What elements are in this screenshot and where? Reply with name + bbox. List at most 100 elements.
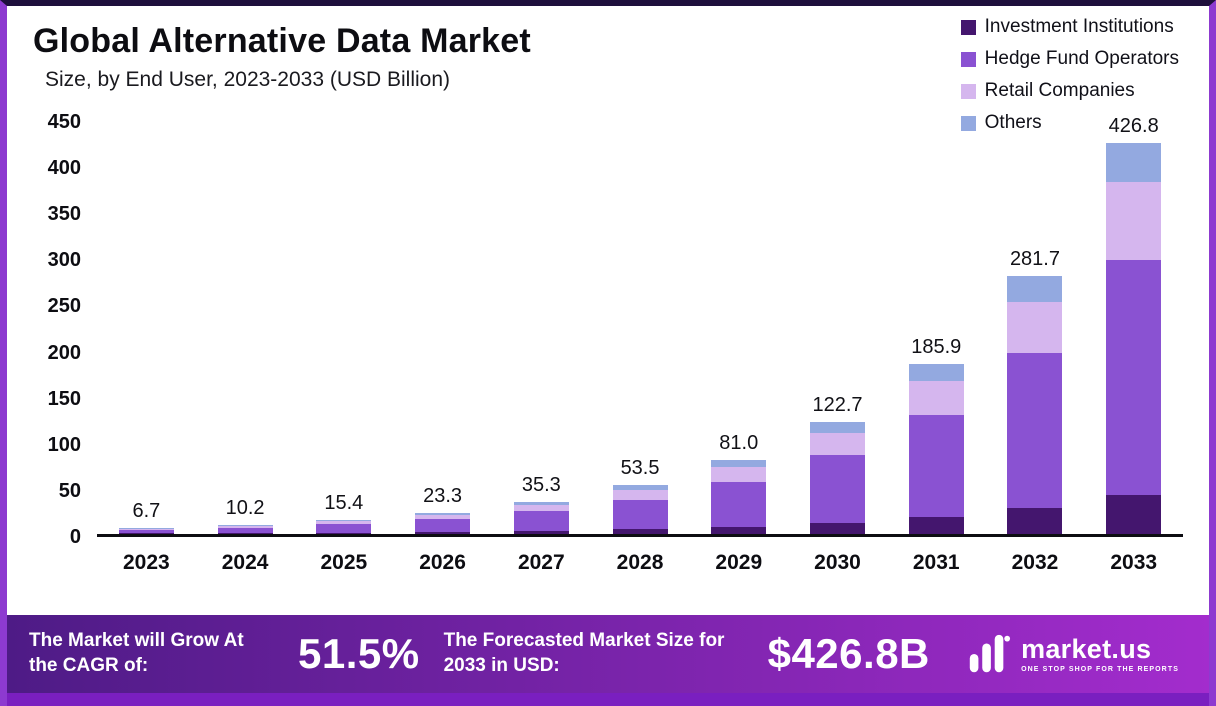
bar-total-label: 10.2: [225, 496, 265, 519]
bar-column-2032: 281.7: [986, 122, 1085, 534]
bar-stack: [415, 512, 471, 534]
x-axis-label-2024: 2024: [221, 551, 269, 574]
bar-column-2030: 122.7: [788, 122, 887, 534]
bar-total-label: 23.3: [423, 484, 463, 507]
y-axis-tick: 300: [47, 249, 81, 272]
bar-segment-hedge-fund-operators: [711, 482, 767, 527]
bar-segment-retail-companies: [711, 467, 767, 483]
bar-segment-others: [316, 519, 372, 522]
bar-stack: [908, 363, 964, 534]
forecast-value: $426.8B: [767, 629, 930, 677]
x-axis: 2023 2024 2025 2026 2027 2028 2029 2030 2031 2032…: [97, 551, 1183, 575]
bar-column-2033: 426.8: [1084, 115, 1183, 534]
bar-stack: [711, 459, 767, 534]
x-axis-label-2025: 2025: [320, 551, 368, 574]
marketus-logo: market.us ONE STOP SHOP FOR THE REPORTS: [965, 631, 1187, 677]
bar-segment-hedge-fund-operators: [1106, 260, 1162, 495]
bar-segment-retail-companies: [612, 489, 668, 500]
bar-segment-investment-institutions: [810, 522, 865, 534]
chart-area: 0 50 100 150 200 250 300 350 400 450 6.7 10.2 15.4 2…: [33, 112, 1183, 575]
x-axis-label-2033: 2033: [1110, 551, 1158, 574]
y-axis-tick: 350: [47, 203, 81, 226]
plot-wrap: 6.7 10.2 15.4 23.3 35.3 53.5 81.0 122.7 185.9 281…: [97, 115, 1183, 575]
y-axis-tick: 250: [47, 295, 81, 318]
bar-segment-hedge-fund-operators: [513, 511, 569, 531]
bar-column-2025: 15.4: [294, 122, 393, 534]
bar-segment-others: [810, 421, 865, 433]
bar-total-label: 122.7: [812, 393, 863, 416]
bar-segment-hedge-fund-operators: [810, 455, 865, 523]
y-axis-tick: 200: [47, 341, 81, 364]
marketus-logo-tagline: ONE STOP SHOP FOR THE REPORTS: [1021, 665, 1179, 673]
x-axis-label-2026: 2026: [419, 551, 466, 574]
bar-segment-investment-institutions: [711, 526, 767, 534]
bar-segment-others: [612, 485, 668, 490]
bar-total-label: 185.9: [911, 335, 962, 358]
bar-segment-investment-institutions: [415, 531, 471, 534]
bar-segment-retail-companies: [810, 432, 865, 456]
x-axis-label-2028: 2028: [616, 551, 664, 574]
cagr-label: The Market will Grow At the CAGR of:: [29, 630, 244, 676]
marketus-logo-texts: market.us ONE STOP SHOP FOR THE REPORTS: [1021, 634, 1179, 673]
page-title: Global Alternative Data Market: [33, 22, 531, 60]
bottom-strip: [7, 693, 1209, 706]
bar-column-2028: 53.5: [591, 122, 690, 534]
x-axis-label-2031: 2031: [912, 551, 960, 574]
bottom-banner: The Market will Grow At the CAGR of: 51.…: [7, 614, 1209, 694]
legend-swatch: [960, 51, 976, 67]
y-axis-tick: 450: [47, 111, 81, 133]
legend-swatch: [960, 83, 976, 99]
bar-segment-investment-institutions: [612, 529, 668, 534]
y-axis-tick: 100: [47, 433, 81, 456]
bar-column-2023: 6.7: [97, 122, 196, 534]
chart-section: Global Alternative Data Market Size, by …: [7, 6, 1209, 615]
bar-segment-investment-institutions: [1007, 508, 1063, 534]
bar-total-label: 6.7: [132, 499, 161, 522]
y-axis: 0 50 100 150 200 250 300 350 400 450: [33, 112, 97, 547]
bar-column-2026: 23.3: [393, 122, 492, 534]
bar-segment-investment-institutions: [513, 530, 569, 534]
bar-segment-hedge-fund-operators: [1007, 353, 1063, 509]
bar-segment-retail-companies: [316, 521, 372, 525]
legend-item-investment-institutions: Investment Institutions: [960, 16, 1179, 38]
bar-segment-others: [217, 524, 273, 526]
bar-segment-others: [118, 527, 174, 529]
legend-label: Hedge Fund Operators: [984, 48, 1179, 69]
bar-stack: [1007, 276, 1063, 534]
legend-item-retail-companies: Retail Companies: [960, 80, 1179, 102]
x-axis-label-2030: 2030: [814, 551, 861, 574]
bar-segment-hedge-fund-operators: [612, 499, 668, 530]
page-subtitle: Size, by End User, 2023-2033 (USD Billio…: [45, 68, 451, 91]
bar-segment-retail-companies: [513, 504, 569, 512]
bar-segment-others: [908, 363, 964, 381]
legend-item-hedge-fund-operators: Hedge Fund Operators: [960, 48, 1179, 70]
bar-total-label: 15.4: [324, 491, 364, 514]
bar-stack: [316, 519, 372, 534]
forecast-label: The Forecasted Market Size for 2033 in U…: [443, 630, 725, 676]
bar-total-label: 53.5: [620, 457, 660, 480]
legend-label: Others: [984, 112, 1042, 133]
chart-legend: Investment Institutions Hedge Fund Operat…: [960, 16, 1179, 134]
bar-total-label: 81.0: [719, 431, 759, 454]
bar-segment-others: [1007, 276, 1063, 302]
bar-segment-retail-companies: [415, 514, 471, 520]
cagr-value: 51.5%: [298, 629, 420, 677]
bar-segment-hedge-fund-operators: [415, 519, 471, 532]
bar-segment-investment-institutions: [118, 533, 174, 534]
legend-swatch: [960, 19, 976, 35]
x-axis-label-2023: 2023: [123, 551, 170, 574]
bar-segment-retail-companies: [118, 528, 174, 530]
bar-segment-retail-companies: [1106, 182, 1162, 261]
y-axis-tick: 0: [69, 526, 81, 548]
bar-stack: [118, 527, 174, 534]
x-axis-label-2032: 2032: [1011, 551, 1059, 574]
legend-label: Retail Companies: [984, 80, 1135, 101]
bar-total-label: 281.7: [1009, 248, 1060, 271]
bar-segment-investment-institutions: [1106, 494, 1162, 534]
bar-column-2031: 185.9: [887, 122, 986, 534]
bar-segment-hedge-fund-operators: [908, 414, 964, 517]
bar-column-2024: 10.2: [196, 122, 295, 534]
y-axis-tick: 150: [47, 387, 81, 410]
x-axis-label-2029: 2029: [715, 551, 763, 574]
marketus-logo-name: market.us: [1021, 634, 1152, 665]
